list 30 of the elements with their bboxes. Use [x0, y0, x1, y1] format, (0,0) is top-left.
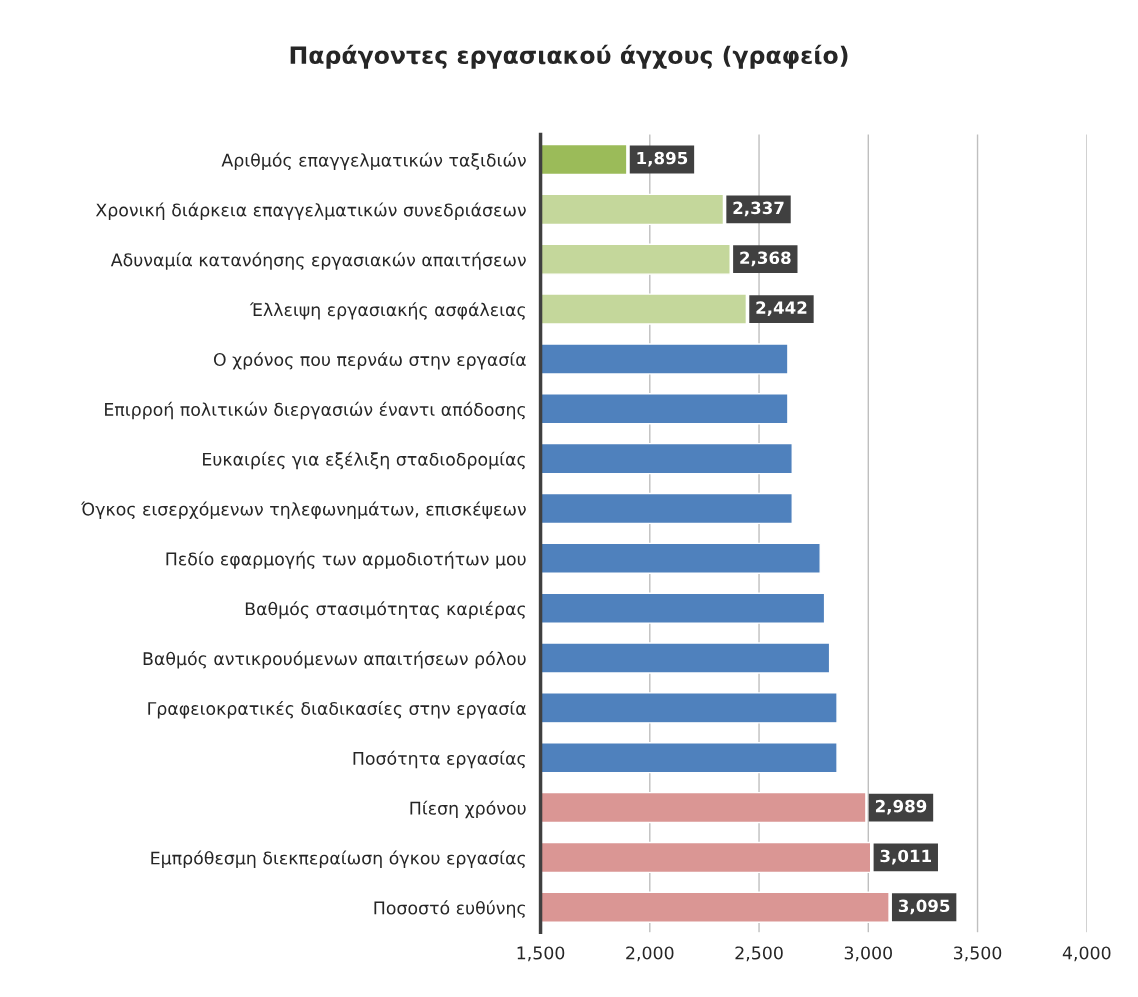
y-tick-label: Όγκος εισερχόμενων τηλεφωνημάτων, επισκέψεων	[80, 501, 526, 520]
data-label: 1,895	[637, 151, 688, 167]
data-label: 2,368	[740, 251, 791, 267]
y-tick-label: Έλλειψη εργασιακής ασφάλειας	[249, 302, 525, 320]
y-tick-label: Πίεση χρόνου	[410, 800, 526, 819]
y-tick-label: Ευκαιρίες για εξέλιξη σταδιοδρομίας	[203, 451, 525, 470]
y-tick-label: Επιρροή πολιτικών διεργασιών έναντι απόδοσης	[105, 401, 525, 420]
y-tick-label: Γραφειοκρατικές διαδικασίες στην εργασία	[148, 700, 526, 719]
y-tick-label: Ποσότητα εργασίας	[353, 750, 525, 769]
x-tick-label: 2,000	[626, 946, 674, 962]
x-tick-label: 4,000	[1062, 946, 1111, 962]
y-tick-label: Βαθμός αντικρουόμενων απαιτήσεων ρόλου	[143, 651, 526, 669]
x-tick-label: 3,000	[844, 946, 892, 962]
y-tick-label: Αριθμός επαγγελματικών ταξιδιών	[221, 152, 526, 171]
y-tick-label: Χρονική διάρκεια επαγγελματικών συνεδριάσεων	[95, 202, 526, 220]
x-tick-label: 2,500	[735, 946, 783, 962]
data-label: 2,442	[756, 301, 807, 317]
data-label: 2,337	[733, 201, 784, 217]
x-tick-label: 1,500	[517, 946, 565, 962]
y-tick-label: Ποσοστό ευθύνης	[374, 900, 525, 918]
y-tick-label: Βαθμός στασιμότητας καριέρας	[245, 601, 525, 619]
x-tick-label: 3,500	[954, 946, 1002, 962]
data-label: 3,095	[898, 899, 950, 915]
data-label: 3,011	[880, 849, 932, 865]
y-tick-label: Πεδίο εφαρμογής των αρμοδιοτήτων μου	[166, 551, 526, 569]
y-tick-label: Ο χρόνος που περνάω στην εργασία	[213, 351, 526, 370]
y-tick-label: Εμπρόθεσμη διεκπεραίωση όγκου εργασίας	[151, 850, 525, 869]
data-label: 2,989	[875, 799, 927, 815]
chart-title: Παράγοντες εργασιακού άγχους (γραφείο)	[290, 44, 848, 69]
y-tick-label: Αδυναμία κατανόησης εργασιακών απαιτήσεων	[110, 252, 526, 270]
